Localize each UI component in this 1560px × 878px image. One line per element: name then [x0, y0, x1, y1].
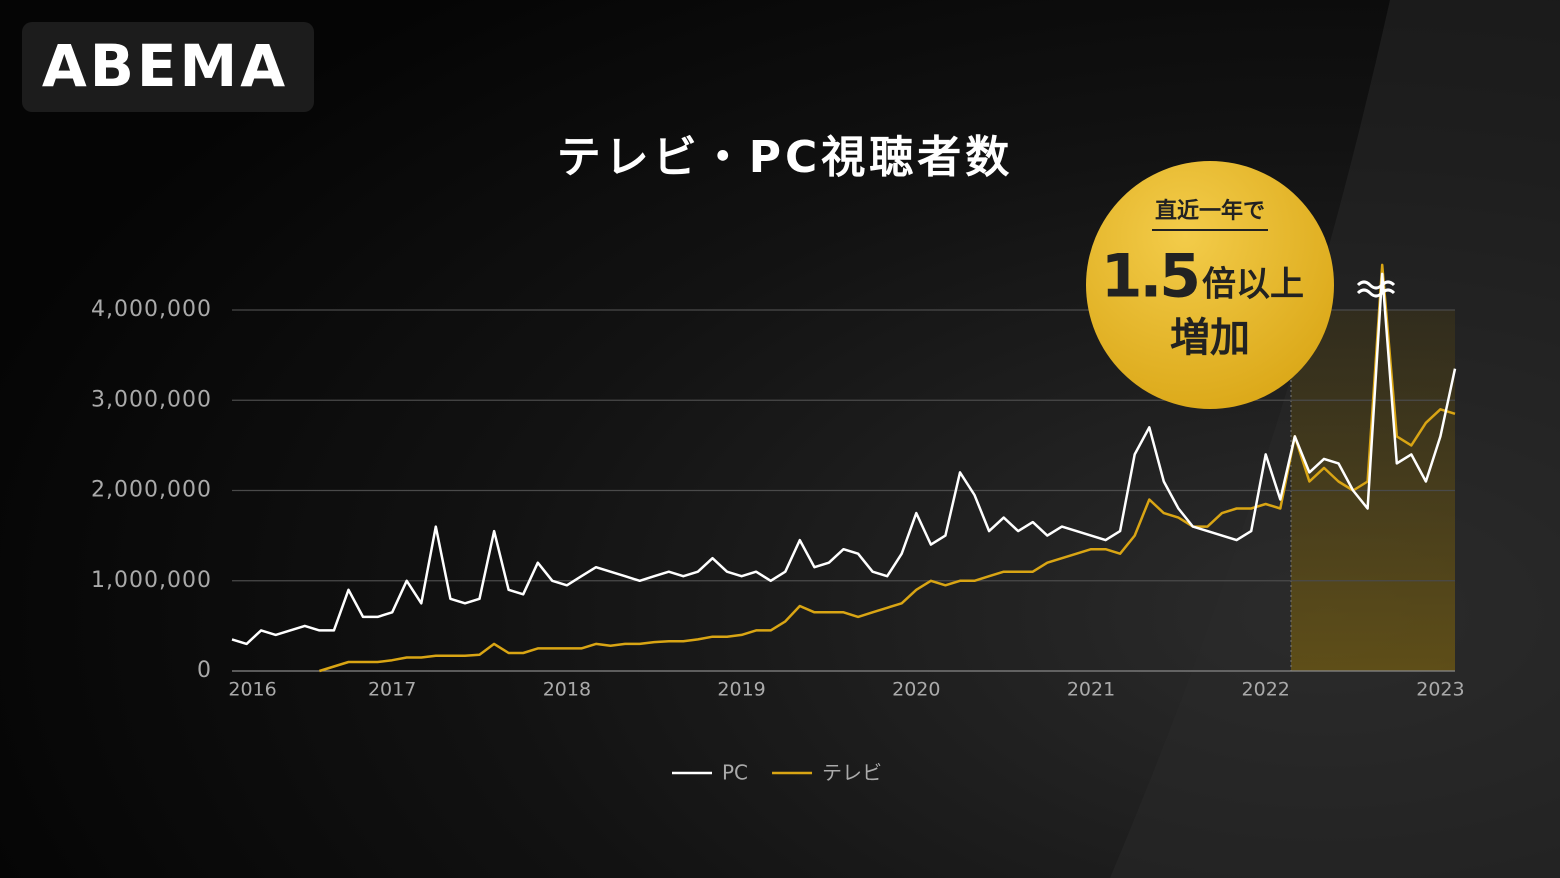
x-tick-label: 2023: [1416, 679, 1464, 701]
y-tick-label: 4,000,000: [91, 297, 212, 322]
y-tick-label: 2,000,000: [91, 478, 212, 503]
x-tick-label: 2019: [717, 679, 765, 701]
badge-text: 倍以上: [1202, 265, 1304, 305]
x-tick-label: 2022: [1242, 679, 1290, 701]
logo-box: [22, 22, 314, 112]
legend-label: テレビ: [822, 761, 882, 785]
y-tick-label: 0: [197, 658, 212, 683]
y-tick-label: 3,000,000: [91, 387, 212, 412]
legend-label: PC: [722, 761, 748, 785]
badge-text: 増加: [1170, 315, 1250, 361]
logo: ABEMA: [42, 32, 288, 100]
badge-number: 1.5: [1101, 242, 1198, 312]
line: [231, 272, 1457, 646]
axis-break: [1356, 280, 1396, 298]
x-tick-label: 2017: [368, 679, 416, 701]
badge: [1086, 161, 1334, 409]
x-tick-label: 2020: [892, 679, 940, 701]
line: [319, 263, 1456, 673]
chart-title: テレビ・PC視聴者数: [557, 132, 1014, 183]
y-tick-label: 1,000,000: [91, 568, 212, 593]
x-tick-label: 2021: [1067, 679, 1115, 701]
x-tick-label: 2018: [543, 679, 591, 701]
plot: 0 1,000,000 2,000,000 3,000,000 4,000,000 201…: [91, 263, 1465, 701]
x-tick-label: 2016: [228, 679, 276, 701]
badge-text: 直近一年で: [1155, 198, 1265, 224]
